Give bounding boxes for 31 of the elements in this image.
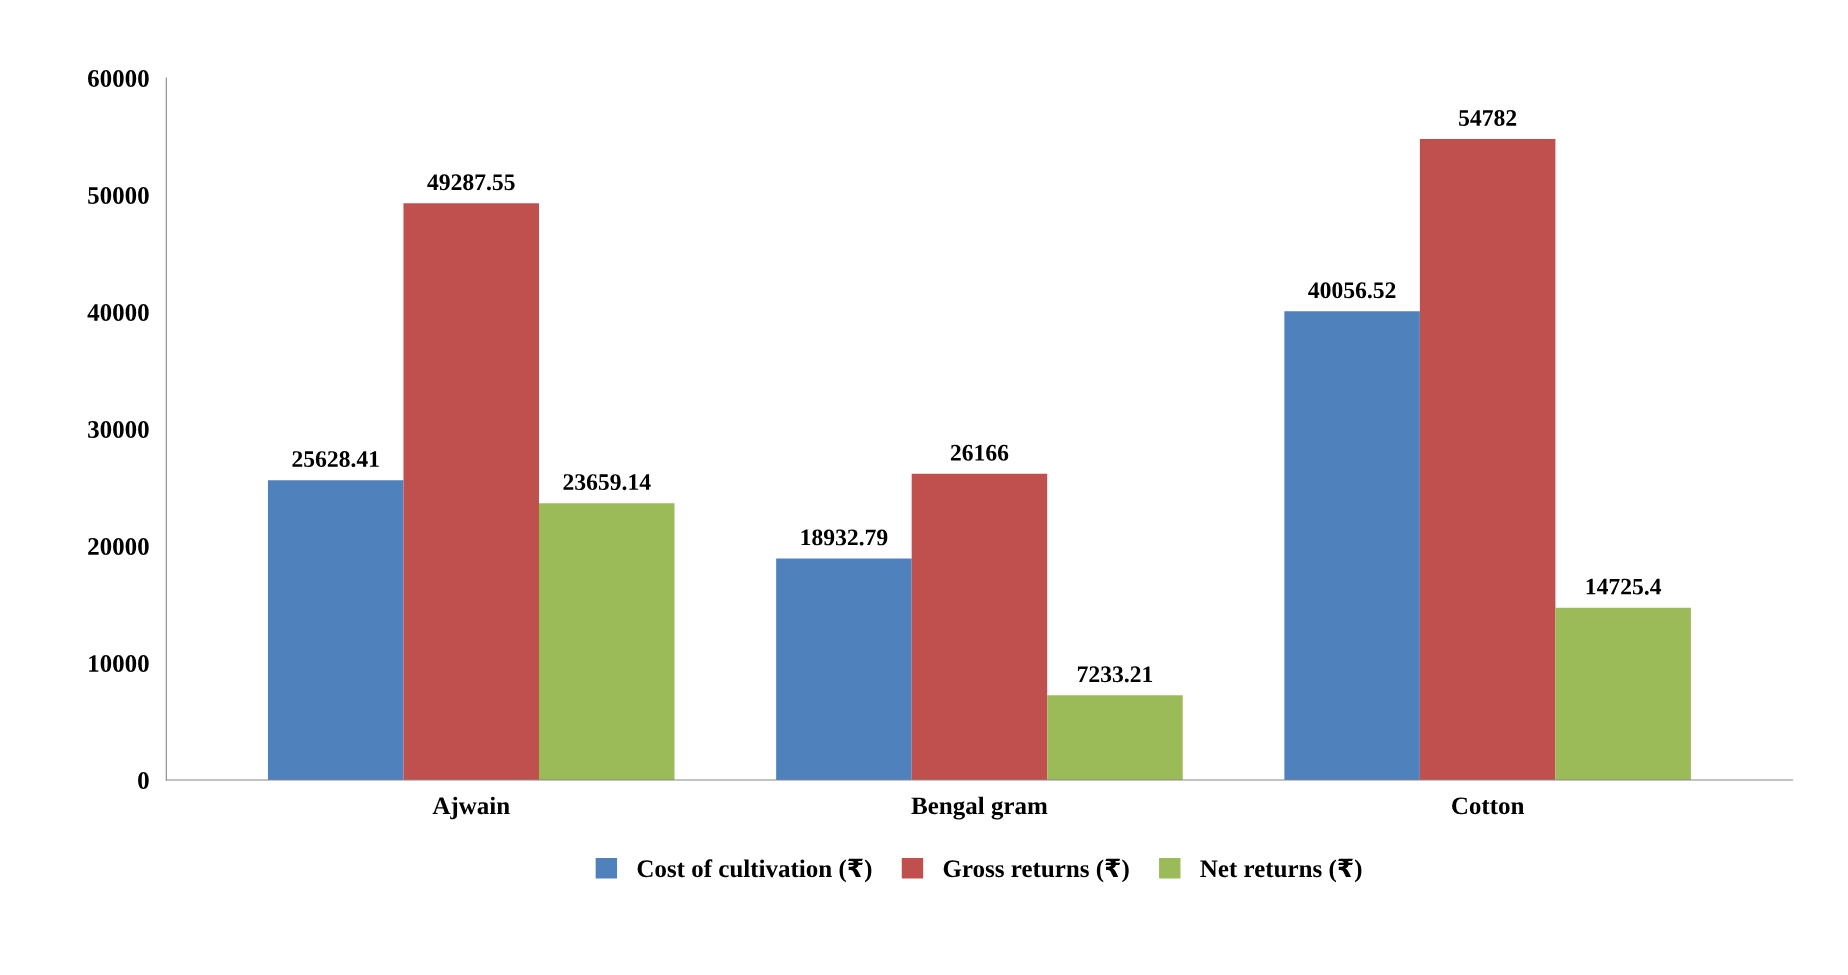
x-tick-label: Cotton — [1452, 797, 1525, 815]
y-tick-label: 20000 — [88, 538, 149, 555]
data-label: 26166 — [950, 444, 1009, 461]
bar — [403, 203, 539, 780]
x-tick-label: Bengal gram — [911, 796, 1048, 820]
data-label: 40056.52 — [1308, 282, 1396, 299]
bar — [1047, 695, 1183, 780]
x-tick-label: Ajwain — [432, 796, 510, 820]
y-tick-label: 10000 — [89, 655, 149, 672]
bar — [776, 558, 912, 780]
bar — [1555, 607, 1691, 780]
data-label: 18932.79 — [801, 529, 888, 546]
y-tick-label: 40000 — [87, 304, 149, 321]
y-tick-label: 50000 — [88, 187, 149, 204]
legend-label: Net returns (₹) — [1200, 858, 1362, 883]
data-label: 7233.21 — [1077, 666, 1153, 683]
bar — [1419, 139, 1556, 780]
bar — [539, 503, 675, 780]
data-label: 14725.4 — [1586, 578, 1662, 595]
bar — [1284, 311, 1420, 780]
y-tick-label: 0 — [138, 772, 149, 789]
data-label: 25628.41 — [292, 451, 379, 468]
bar — [911, 473, 1048, 780]
data-label: 54782 — [1459, 109, 1517, 126]
data-label: 23659.14 — [563, 474, 651, 491]
y-tick-label: 30000 — [88, 421, 149, 438]
legend-label: Gross returns (₹) — [943, 858, 1129, 883]
y-tick-label: 60000 — [88, 70, 149, 87]
bar — [267, 480, 404, 780]
legend-label: Cost of cultivation (₹) — [637, 858, 872, 883]
data-label: 49287.55 — [427, 174, 515, 191]
